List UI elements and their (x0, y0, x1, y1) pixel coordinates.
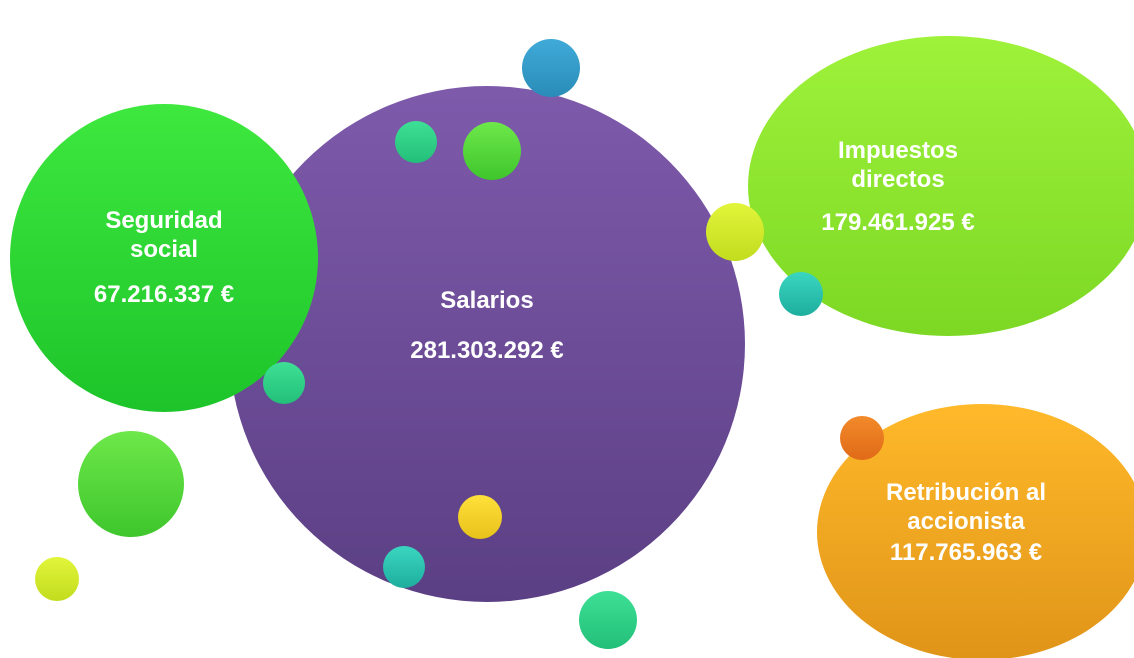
dot (706, 203, 764, 261)
dot (579, 591, 637, 649)
bubble-retribucion (817, 404, 1134, 658)
dot (395, 121, 437, 163)
dot (263, 362, 305, 404)
dot (78, 431, 184, 537)
label-seguridad: Seguridad social 67.216.337 € (74, 206, 254, 309)
label-retribucion: Retribución al accionista 117.765.963 € (866, 478, 1066, 567)
node-title: Impuestos directos (837, 137, 959, 193)
node-value: 179.461.925 € (821, 209, 975, 236)
bubble-seguridad (10, 104, 318, 412)
dot (35, 557, 79, 601)
dot (779, 272, 823, 316)
node-title: Seguridad social (105, 207, 223, 263)
bubble-impuestos (748, 36, 1134, 336)
node-value: 281.303.292 € (410, 337, 564, 364)
dot (840, 416, 884, 460)
node-value: 117.765.963 € (889, 539, 1043, 566)
dot (463, 122, 521, 180)
node-title: Salarios (440, 287, 534, 314)
dot (522, 39, 580, 97)
node-title: Retribución al accionista (885, 479, 1047, 535)
node-value: 67.216.337 € (93, 281, 235, 308)
label-salarios: Salarios 281.303.292 € (367, 286, 607, 365)
dot (458, 495, 502, 539)
label-impuestos: Impuestos directos 179.461.925 € (808, 136, 988, 237)
bubble-salarios (229, 86, 745, 602)
dot (383, 546, 425, 588)
